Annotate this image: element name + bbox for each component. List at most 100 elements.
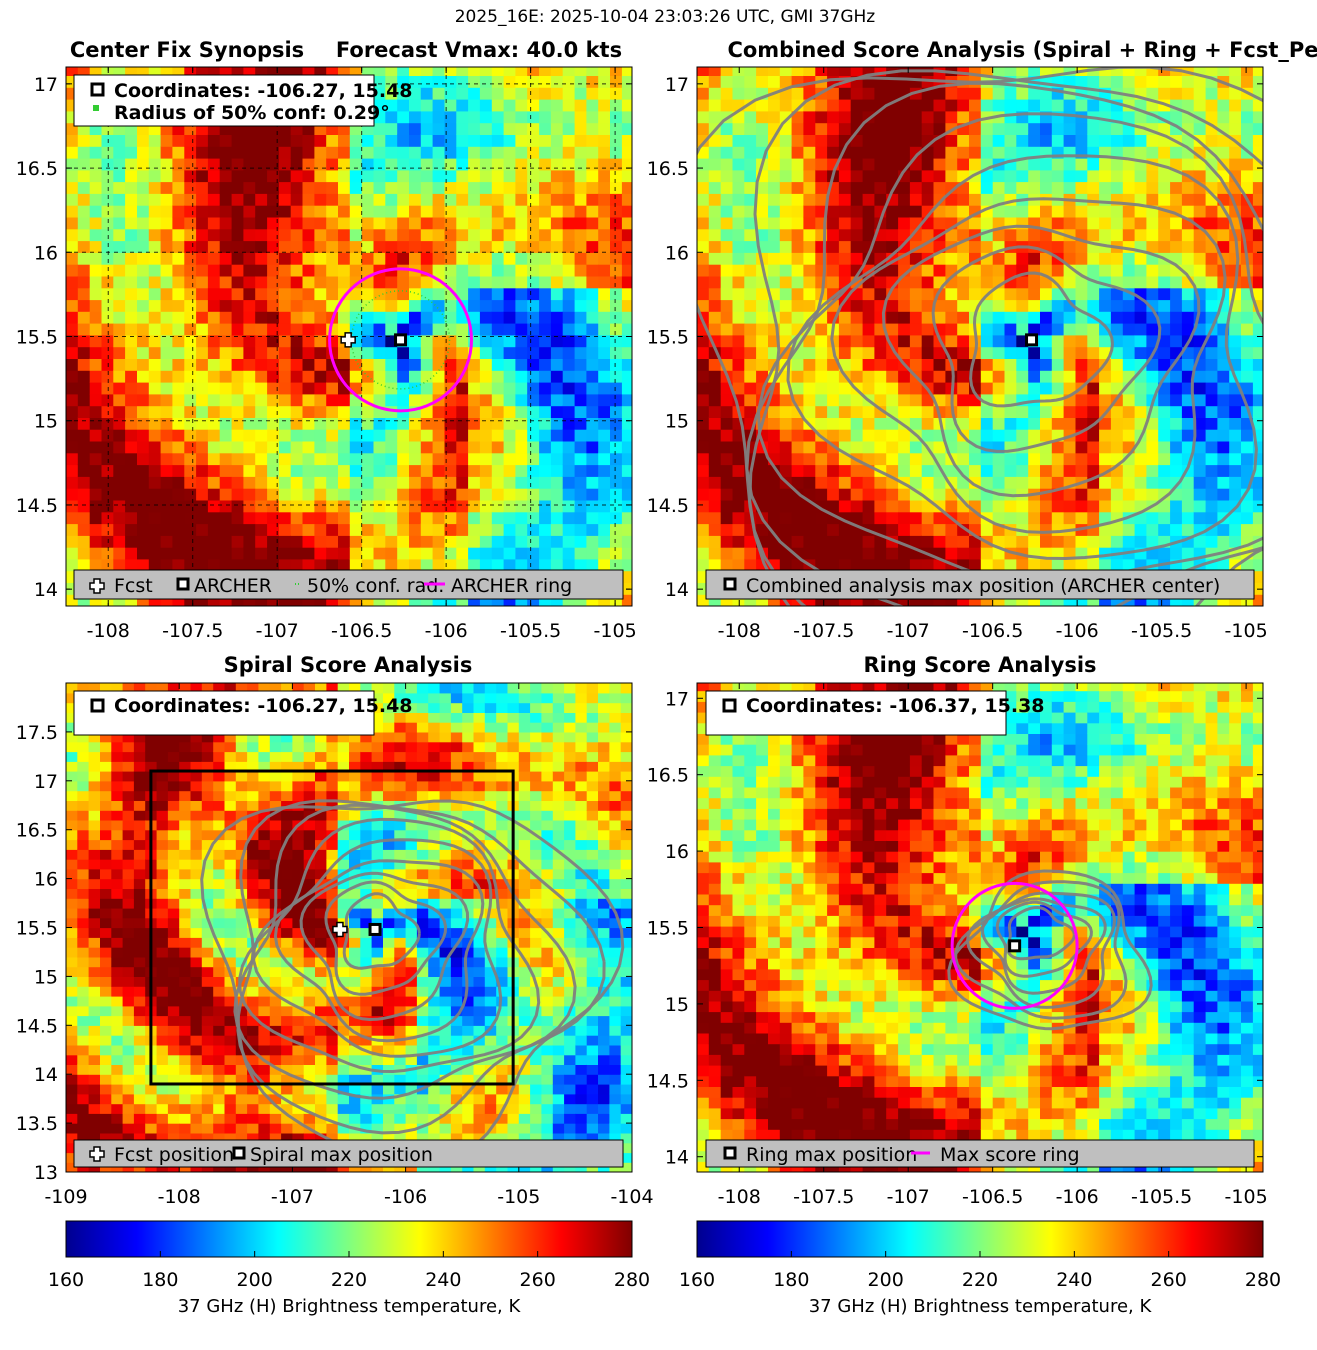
colorbar-tick-label: 160 [679,1269,715,1291]
heatmap-ring [697,683,1263,1172]
x-tick-label: -105.5 [1131,1186,1192,1208]
y-tick-label: 16.5 [16,158,58,180]
contour-line [273,859,485,1043]
panel-ring: Ring Score Analysis -108 -107.5 -107 -106.5… [647,653,1268,1208]
y-tick-label: 16.5 [16,820,58,842]
info-box [73,690,375,736]
y-tick-label: 14.5 [647,1070,689,1092]
max-score-ring [950,881,1079,1010]
archer-ring [328,267,473,413]
panel-center-fix: Center Fix Synopsis Forecast Vmax: 40.0 … [16,38,637,642]
colorbar-tick-label: 240 [1056,1269,1092,1291]
heatmap-spiral [66,683,632,1172]
info-box [73,74,375,127]
ring-max-marker [1008,939,1022,953]
legend-ring-marker [723,1146,737,1160]
y-tick-label: 15.5 [16,327,58,349]
colorbar-tick-label: 280 [1245,1269,1281,1291]
contour-line [965,891,1117,1009]
legend-archer-ring: ARCHER ring [451,575,572,597]
legend-spiral-marker [232,1146,246,1160]
contour-line [954,880,1128,1020]
x-tick-label: -105 [1225,620,1268,642]
x-tick-label: -105.5 [500,620,561,642]
contour-line [995,900,1093,978]
legend-combined: Combined analysis max position (ARCHER c… [746,575,1220,597]
x-tick-label: -107 [256,620,299,642]
colorbar-label: 37 GHz (H) Brightness temperature, K [178,1296,522,1317]
combined-max-marker [1025,333,1039,347]
panel-combined: Combined Score Analysis (Spiral + Ring +… [647,38,1317,642]
y-tick-label: 16 [665,841,689,863]
y-tick-label: 14.5 [16,495,58,517]
y-tick-label: 16.5 [647,158,689,180]
info-coordinates: Coordinates: -106.27, 15.48 [114,80,413,102]
x-tick-label: -104 [610,1186,653,1208]
contour-line [931,245,1162,453]
forecast-marker [332,921,348,938]
x-tick-label: -105 [1225,1186,1268,1208]
legend-spiral-max: Spiral max position [250,1144,433,1166]
y-tick-label: 14 [665,579,689,601]
contour-line [980,897,1107,995]
x-tick-label: -106 [425,620,468,642]
info-ring-marker [722,698,737,713]
contour-line [324,880,448,996]
y-tick-label: 15 [34,966,58,988]
x-tick-label: -105.5 [1131,620,1192,642]
y-tick-label: 17 [665,688,689,710]
legend-box [73,1139,624,1168]
y-tick-label: 16 [665,242,689,264]
colorbar-left: 160 180 200 220 240 260 280 37 GHz (H) Brightn… [48,1220,650,1317]
x-tick-label: -106 [384,1186,427,1208]
x-tick-label: -107.5 [793,620,854,642]
legend-fcst-marker [89,1146,105,1162]
colorbar-tick-label: 240 [425,1269,461,1291]
legend-fcst: Fcst [114,575,153,597]
info-coordinates: Coordinates: -106.37, 15.38 [746,695,1045,717]
forecast-marker [340,332,356,348]
info-coordinates: Coordinates: -106.27, 15.48 [114,695,413,717]
legend-archer: ARCHER [194,575,272,597]
y-tick-label: 14 [665,1147,689,1169]
y-tick-label: 16 [34,869,58,891]
contour-line [830,197,1227,534]
x-tick-label: -108 [718,620,761,642]
panel-spiral: Spiral Score Analysis -109 -108 -107 -106 -1… [16,653,654,1208]
legend-fcst-position: Fcst position [114,1144,234,1166]
y-tick-label: 15.5 [647,327,689,349]
search-box [149,769,515,1086]
contour-line [238,817,541,1074]
colorbar-tick-label: 200 [237,1269,273,1291]
conf-radius-marker [93,105,99,111]
x-tick-label: -106.5 [962,1186,1023,1208]
y-tick-label: 13 [34,1162,58,1184]
y-tick-label: 14.5 [647,495,689,517]
contour-line [881,224,1201,498]
contour-line [299,871,470,1022]
panel-title-ring: Ring Score Analysis [863,653,1096,677]
legend-ring-max: Ring max position [746,1144,917,1166]
x-tick-label: -107 [887,620,930,642]
info-conf-radius: Radius of 50% conf: 0.29° [114,102,390,124]
overlay-spiral [149,769,625,1168]
contour-line [697,67,1263,606]
y-tick-label: 15 [665,994,689,1016]
x-tick-label: -108 [158,1186,201,1208]
x-tick-label: -105 [497,1186,540,1208]
y-tick-label: 15.5 [16,918,58,940]
contour-line [748,69,1263,606]
forecast-vmax-title: Forecast Vmax: 40.0 kts [336,38,622,62]
y-tick-label: 13.5 [16,1113,58,1135]
x-tick-label: -107.5 [162,620,223,642]
panel-title-center-fix: Center Fix Synopsis [70,38,304,62]
y-tick-label: 15 [34,411,58,433]
x-tick-label: -106 [1056,1186,1099,1208]
contour-line [342,892,421,970]
overlay-ring [947,869,1153,1031]
y-tick-label: 15 [665,411,689,433]
x-tick-label: -106 [1056,620,1099,642]
contour-line [233,803,577,1100]
ticks-ring: -108 -107.5 -107 -106.5 -106 -105.5 -105 14 14.5… [647,683,1268,1208]
